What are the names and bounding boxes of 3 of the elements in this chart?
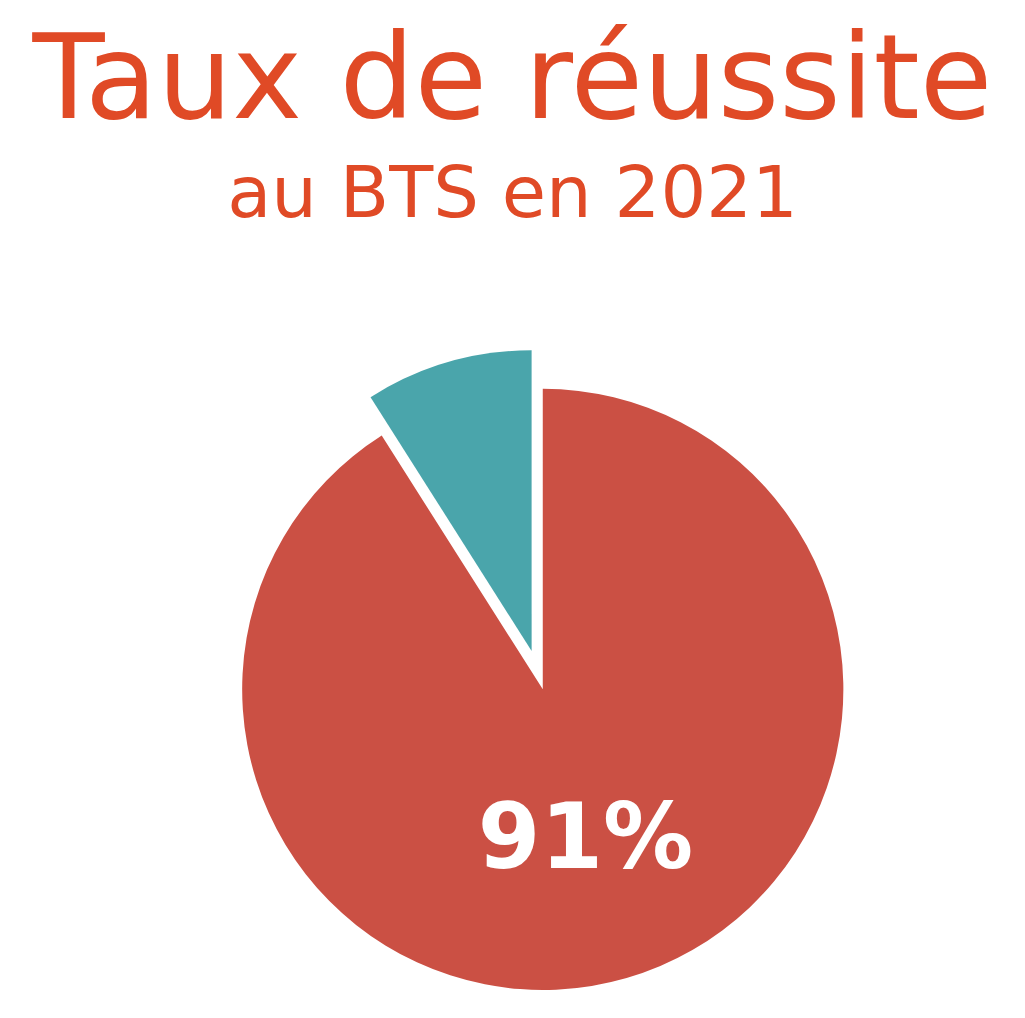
chart-subtitle: au BTS en 2021 (227, 150, 798, 234)
chart-title: Taux de réussite (31, 8, 993, 146)
data-label: 91% (477, 784, 694, 890)
